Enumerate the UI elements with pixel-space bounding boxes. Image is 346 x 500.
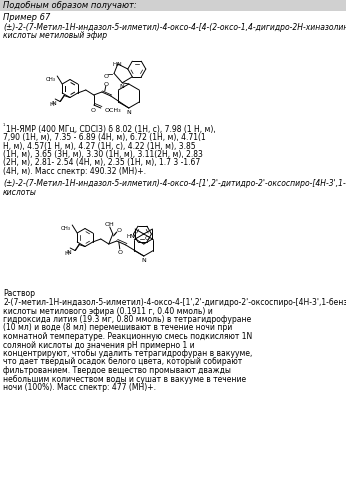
Text: Раствор: Раствор [3, 290, 35, 298]
Text: CH₃: CH₃ [61, 226, 71, 231]
Text: Пример 67: Пример 67 [3, 13, 51, 22]
Text: H: H [64, 251, 69, 256]
Text: (1H, м), 3.65 (3H, м), 3.30 (1H, м), 3.11(2H, м), 2.83: (1H, м), 3.65 (3H, м), 3.30 (1H, м), 3.1… [3, 150, 203, 159]
Text: (10 мл) и воде (8 мл) перемешивают в течение ночи при: (10 мл) и воде (8 мл) перемешивают в теч… [3, 324, 232, 332]
Text: H: H [113, 62, 117, 66]
Text: 2-(7-метил-1H-индазол-5-илметил)-4-оксо-4-[1',2'-дигидро-2'-оксоспиро-[4H-3',1-б: 2-(7-метил-1H-индазол-5-илметил)-4-оксо-… [3, 298, 346, 307]
Text: соляной кислоты до значения pH примерно 1 и: соляной кислоты до значения pH примерно … [3, 340, 194, 349]
Text: H: H [49, 102, 54, 107]
Text: гидроксида лития (19.3 мг, 0.80 ммоль) в тетрагидрофуране: гидроксида лития (19.3 мг, 0.80 ммоль) в… [3, 315, 251, 324]
Text: (±)-2-(7-Метил-1H-индазол-5-илметил)-4-оксо-4-[4-(2-оксо-1,4-дигидро-2H-хиназоли: (±)-2-(7-Метил-1H-индазол-5-илметил)-4-о… [3, 22, 346, 32]
Text: O: O [90, 108, 95, 112]
Text: ¹: ¹ [3, 124, 6, 130]
Text: OCH₃: OCH₃ [105, 108, 121, 112]
Text: концентрируют, чтобы удалить тетрагидрофуран в вакууме,: концентрируют, чтобы удалить тетрагидроф… [3, 349, 252, 358]
Text: N: N [142, 258, 146, 262]
Text: O: O [103, 74, 109, 79]
Text: 1H-ЯМР (400 МГц, CDCl3) δ 8.02 (1H, с), 7.98 (1 H, м),: 1H-ЯМР (400 МГц, CDCl3) δ 8.02 (1H, с), … [6, 124, 216, 134]
Text: OH: OH [105, 222, 115, 228]
Text: N: N [119, 84, 124, 89]
Text: CH₃: CH₃ [46, 77, 56, 82]
Text: Подобным образом получают:: Подобным образом получают: [3, 1, 137, 10]
Text: ночи (100%). Масс спектр: 477 (МН)+.: ночи (100%). Масс спектр: 477 (МН)+. [3, 383, 156, 392]
Text: кислоты метиловый эфир: кислоты метиловый эфир [3, 31, 107, 40]
Text: N: N [130, 234, 135, 240]
Text: N: N [67, 250, 72, 255]
Text: кислоты: кислоты [3, 188, 37, 197]
Text: N: N [126, 110, 131, 114]
Text: O: O [117, 228, 122, 234]
Text: 7,90 (1H, м), 7.35 - 6.89 (4H, м), 6.72 (1H, м), 4.71(1: 7,90 (1H, м), 7.35 - 6.89 (4H, м), 6.72 … [3, 133, 206, 142]
Text: O: O [103, 82, 108, 86]
Text: что дает твердый осадок белого цвета, который собирают: что дает твердый осадок белого цвета, ко… [3, 358, 242, 366]
Text: (2H, м), 2.81- 2.54 (4H, м), 2.35 (1H, м), 1.7 3 -1.67: (2H, м), 2.81- 2.54 (4H, м), 2.35 (1H, м… [3, 158, 200, 168]
Text: (4H, м). Масс спектр: 490.32 (МН)+.: (4H, м). Масс спектр: 490.32 (МН)+. [3, 167, 146, 176]
Text: (±)-2-(7-Метил-1H-индазол-5-илметил)-4-оксо-4-[1',2'-дитидро-2'-оксоспиро-[4H-3': (±)-2-(7-Метил-1H-индазол-5-илметил)-4-о… [3, 180, 346, 188]
Text: N: N [116, 62, 121, 66]
Text: H: H [126, 234, 130, 238]
Text: небольшим количеством воды и сушат в вакууме в течение: небольшим количеством воды и сушат в вак… [3, 374, 246, 384]
Text: H, м), 4.57(1 H, м), 4.27 (1H, с), 4.22 (1H, м), 3.85: H, м), 4.57(1 H, м), 4.27 (1H, с), 4.22 … [3, 142, 195, 150]
FancyBboxPatch shape [0, 0, 346, 11]
Text: O: O [117, 250, 122, 256]
Text: фильтрованием. Твердое вещество промывают дважды: фильтрованием. Твердое вещество промываю… [3, 366, 231, 375]
Text: кислоты метилового эфира (0.1911 г, 0.40 ммоль) и: кислоты метилового эфира (0.1911 г, 0.40… [3, 306, 213, 316]
Text: комнатной температуре. Реакционную смесь подкисляют 1N: комнатной температуре. Реакционную смесь… [3, 332, 252, 341]
Text: N: N [52, 101, 56, 106]
Text: O: O [144, 236, 149, 242]
